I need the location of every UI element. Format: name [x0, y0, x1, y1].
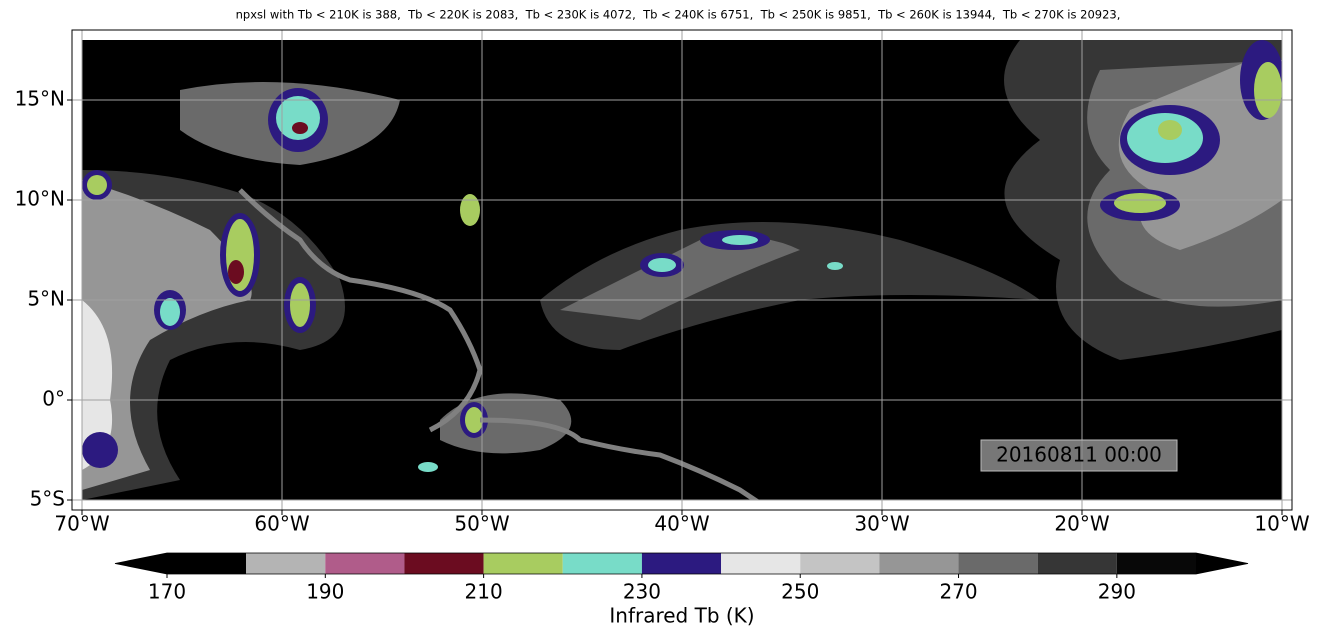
colorbar-segment [325, 553, 405, 574]
x-tick-label: 60°W [254, 512, 309, 536]
colorbar-segment [562, 553, 642, 574]
colorbar-label: Infrared Tb (K) [609, 604, 754, 628]
colorbar-segment [483, 553, 563, 574]
colorbar-tick-label: 170 [148, 580, 186, 604]
colorbar-extend-high [1196, 553, 1248, 574]
x-tick-label: 40°W [654, 512, 709, 536]
y-tick-label: 5°N [27, 287, 65, 311]
colorbar-segment [1116, 553, 1196, 574]
y-tick-label: 0° [42, 387, 65, 411]
colorbar-segment [958, 553, 1038, 574]
colorbar-tick-label: 210 [465, 580, 503, 604]
colorbar-segment [721, 553, 801, 574]
x-tick-label: 30°W [854, 512, 909, 536]
timestamp: 20160811 00:00 [996, 443, 1162, 467]
colorbar: 170 190 210 230 250 270 290 [114, 552, 1249, 604]
colorbar-tick-label: 290 [1098, 580, 1136, 604]
x-tick-label: 70°W [54, 512, 109, 536]
colorbar-segment [800, 553, 880, 574]
colorbar-tick-label: 270 [939, 580, 977, 604]
colorbar-segment [404, 553, 484, 574]
y-tick-label: 15°N [15, 87, 65, 111]
x-tick-label: 10°W [1254, 512, 1309, 536]
colorbar-tick-label: 190 [306, 580, 344, 604]
colorbar-segment [641, 553, 722, 574]
title: npxsl with Tb < 210K is 388, Tb < 220K i… [236, 8, 1121, 22]
colorbar-segment [246, 553, 326, 574]
grid [72, 30, 1292, 510]
colorbar-segment [167, 553, 247, 574]
y-tick-label: 10°N [15, 187, 65, 211]
colorbar-tick-label: 230 [623, 580, 661, 604]
colorbar-segment [879, 553, 959, 574]
y-tick-label: 5°S [30, 487, 65, 511]
x-tick-label: 50°W [454, 512, 509, 536]
colorbar-extend-low [115, 553, 167, 574]
colorbar-segment [1037, 553, 1117, 574]
colorbar-tick-label: 250 [781, 580, 819, 604]
x-tick-label: 20°W [1054, 512, 1109, 536]
timestamp-box [980, 439, 1178, 472]
